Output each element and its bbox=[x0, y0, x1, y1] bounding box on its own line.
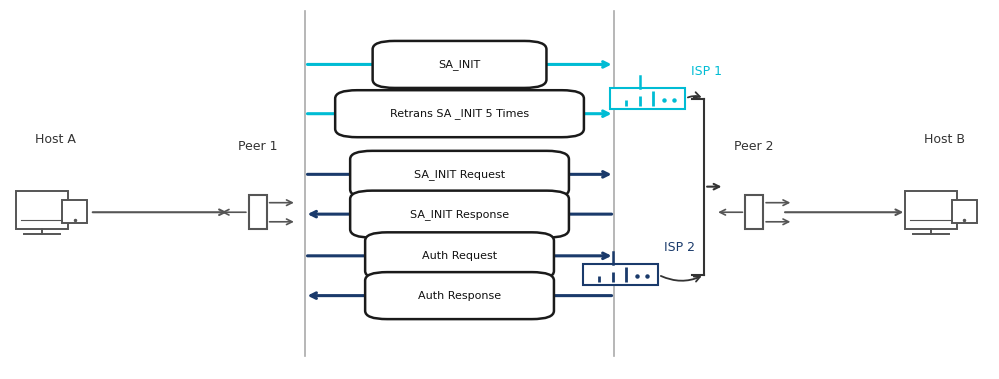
FancyBboxPatch shape bbox=[365, 272, 553, 319]
FancyBboxPatch shape bbox=[249, 195, 267, 229]
Text: Retrans SA _INIT 5 Times: Retrans SA _INIT 5 Times bbox=[390, 108, 529, 119]
FancyBboxPatch shape bbox=[951, 200, 977, 223]
FancyBboxPatch shape bbox=[745, 195, 763, 229]
FancyBboxPatch shape bbox=[16, 191, 68, 229]
FancyBboxPatch shape bbox=[373, 41, 546, 88]
Text: ISP 1: ISP 1 bbox=[691, 65, 722, 78]
Text: Auth Response: Auth Response bbox=[418, 291, 501, 301]
Text: Peer 1: Peer 1 bbox=[238, 141, 278, 153]
Text: Peer 2: Peer 2 bbox=[734, 141, 774, 153]
FancyBboxPatch shape bbox=[583, 265, 657, 285]
Text: Auth Request: Auth Request bbox=[422, 251, 498, 261]
Text: Host A: Host A bbox=[35, 133, 75, 146]
FancyBboxPatch shape bbox=[609, 88, 685, 109]
FancyBboxPatch shape bbox=[350, 191, 568, 238]
FancyBboxPatch shape bbox=[350, 151, 568, 198]
FancyBboxPatch shape bbox=[62, 200, 88, 223]
FancyBboxPatch shape bbox=[335, 90, 583, 137]
Text: SA_INIT Response: SA_INIT Response bbox=[410, 209, 509, 219]
FancyBboxPatch shape bbox=[905, 191, 957, 229]
Text: ISP 2: ISP 2 bbox=[664, 241, 695, 254]
FancyBboxPatch shape bbox=[365, 232, 553, 279]
Text: Host B: Host B bbox=[923, 133, 965, 146]
Text: SA_INIT: SA_INIT bbox=[439, 59, 481, 70]
Text: SA_INIT Request: SA_INIT Request bbox=[414, 169, 505, 180]
